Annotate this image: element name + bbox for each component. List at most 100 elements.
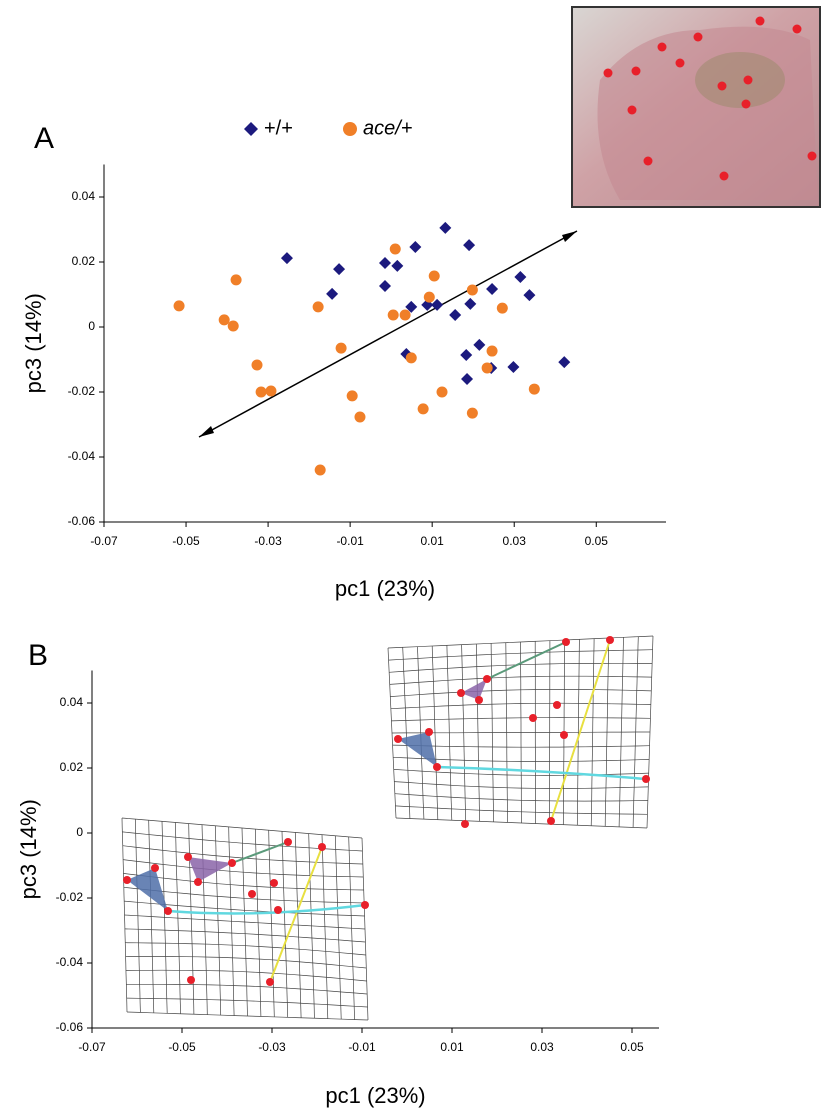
data-point (379, 280, 391, 293)
data-point (326, 287, 339, 300)
deformation-grid-line (390, 689, 652, 697)
panel-label: A (34, 122, 54, 155)
data-point (449, 308, 462, 321)
data-point (436, 386, 448, 398)
landmark-link (167, 903, 366, 915)
data-point (463, 239, 476, 252)
y-tick-label: 0.02 (60, 760, 84, 774)
deformation-grid-line (121, 817, 363, 839)
landmark (642, 775, 650, 783)
data-point (218, 314, 230, 326)
photo-landmark (631, 66, 641, 76)
data-point (346, 390, 358, 402)
x-tick-label: -0.07 (90, 534, 118, 548)
data-point (173, 300, 185, 312)
y-tick-label: 0 (88, 319, 95, 333)
deformation-grid-line (124, 914, 366, 930)
y-tick-label: 0 (76, 825, 83, 839)
x-tick-label: -0.01 (336, 534, 364, 548)
deformation-grid-line (394, 781, 649, 789)
data-point (335, 342, 347, 354)
landmark-link (436, 765, 647, 781)
data-point (312, 301, 324, 313)
deformation-grid-line (393, 756, 650, 762)
landmark (483, 675, 491, 683)
landmark (457, 689, 465, 697)
landmark (461, 820, 469, 828)
data-point (280, 252, 293, 265)
y-axis-title: pc3 (14%) (16, 799, 41, 899)
data-point (409, 241, 422, 254)
deformation-grid-line (388, 649, 653, 661)
x-tick-label: -0.03 (254, 534, 282, 548)
data-point (387, 309, 399, 321)
deformation-grid-line (394, 793, 648, 802)
landmark (194, 878, 202, 886)
landmark-link (269, 846, 323, 983)
photo-landmark (792, 24, 802, 34)
data-point (439, 221, 452, 234)
photo-landmark (643, 156, 653, 166)
x-axis-title: pc1 (23%) (325, 1083, 425, 1108)
x-tick-label: 0.03 (530, 1040, 554, 1054)
y-tick-label: -0.02 (68, 384, 96, 398)
data-point (227, 320, 239, 332)
photo-landmark (693, 32, 703, 42)
deformation-grid-line (123, 873, 364, 891)
landmark (529, 714, 537, 722)
data-point (464, 297, 477, 310)
landmark-triangle (188, 857, 232, 882)
landmark (266, 978, 274, 986)
landmark (164, 907, 172, 915)
data-point (251, 359, 263, 371)
deformation-grid-line (123, 886, 365, 904)
data-point (507, 360, 520, 373)
data-point (405, 352, 417, 364)
deformation-grid-line (389, 662, 653, 673)
deformation-grid-line (392, 744, 650, 748)
landmark (361, 901, 369, 909)
data-point (255, 386, 267, 398)
data-point (333, 263, 346, 276)
x-tick-label: -0.03 (258, 1040, 286, 1054)
x-tick-label: 0.05 (620, 1040, 644, 1054)
x-tick-label: 0.01 (420, 534, 444, 548)
data-point (473, 338, 486, 351)
x-tick-label: 0.05 (585, 534, 609, 548)
landmark (553, 701, 561, 709)
deformation-grid-line (395, 805, 648, 815)
data-point (460, 348, 473, 361)
deformation-grid-line (395, 817, 648, 829)
data-point (461, 373, 474, 385)
landmark (151, 864, 159, 872)
landmark (270, 879, 278, 887)
photo-landmark (719, 171, 729, 181)
x-tick-label: -0.05 (172, 534, 200, 548)
landmark (425, 728, 433, 736)
y-tick-label: -0.06 (56, 1020, 84, 1034)
deformation-grid-line (125, 969, 367, 982)
x-tick-label: -0.07 (78, 1040, 106, 1054)
landmark-link (231, 841, 289, 864)
data-point (399, 309, 411, 321)
landmark-link (486, 641, 567, 680)
legend-label: ace/+ (363, 117, 412, 139)
x-tick-label: -0.05 (168, 1040, 196, 1054)
deformation-grid-line (126, 983, 368, 995)
landmark-link (550, 639, 611, 822)
x-tick-label: -0.01 (348, 1040, 376, 1054)
landmark (274, 906, 282, 914)
data-point (466, 284, 478, 296)
data-point (405, 300, 418, 313)
photo-landmark (741, 99, 751, 109)
data-point (391, 259, 404, 272)
data-point (423, 291, 435, 303)
landmark-triangle (398, 732, 437, 767)
landmark (184, 853, 192, 861)
deformation-grid-line (391, 717, 651, 722)
y-tick-label: -0.04 (68, 449, 96, 463)
landmark-triangle (461, 679, 487, 700)
deformation-grid-line (123, 859, 364, 878)
landmark (562, 638, 570, 646)
landmark (475, 696, 483, 704)
